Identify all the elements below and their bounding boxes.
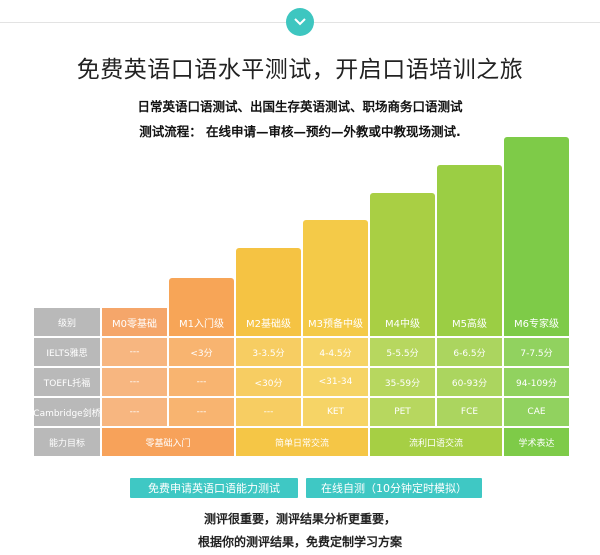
toefl-score: <31-34	[303, 368, 368, 396]
cambridge-level: CAE	[504, 398, 569, 426]
ielts-score: 5-5.5分	[370, 338, 435, 366]
row-label: 能力目标	[34, 428, 100, 456]
ielts-score: 6-6.5分	[437, 338, 502, 366]
online-self-test-button[interactable]: 在线自测（10分钟定时模拟）	[306, 478, 482, 498]
chevron-down-icon	[294, 18, 306, 26]
level-bar	[437, 165, 502, 308]
level-name: M2基础级	[236, 308, 301, 336]
level-name: M6专家级	[504, 308, 569, 336]
row-label: Cambridge剑桥	[33, 398, 101, 426]
toefl-score: ---	[102, 368, 167, 396]
page-headline: 免费英语口语水平测试，开启口语培训之旅	[76, 57, 524, 83]
footer-line-2: 根据你的测评结果，免费定制学习方案	[197, 535, 402, 549]
ability-goal: 简单日常交流	[236, 428, 368, 456]
level-bar	[370, 193, 435, 308]
toefl-score: 94-109分	[504, 368, 569, 396]
toefl-score: <30分	[236, 368, 301, 396]
ability-goal: 流利口语交流	[370, 428, 502, 456]
cambridge-level: ---	[102, 398, 167, 426]
row-label: TOEFL托福	[34, 368, 100, 396]
apply-test-button[interactable]: 免费申请英语口语能力测试	[130, 478, 298, 498]
toefl-score: 60-93分	[437, 368, 502, 396]
level-name: M0零基础	[102, 308, 167, 336]
scroll-down-button[interactable]	[286, 8, 314, 36]
row-label: IELTS雅思	[34, 338, 100, 366]
level-bar	[303, 220, 368, 308]
cambridge-level: ---	[169, 398, 234, 426]
ielts-score: 7-7.5分	[504, 338, 569, 366]
ielts-score: 4-4.5分	[303, 338, 368, 366]
test-types: 日常英语口语测试、出国生存英语测试、职场商务口语测试	[137, 99, 463, 114]
ability-goal: 零基础入门	[102, 428, 234, 456]
toefl-score: 35-59分	[370, 368, 435, 396]
ielts-score: ---	[102, 338, 167, 366]
level-name: M1入门级	[169, 308, 234, 336]
level-name: M5高级	[437, 308, 502, 336]
footer-line-1: 测评很重要，测评结果分析更重要，	[203, 512, 396, 526]
level-name: M4中级	[370, 308, 435, 336]
row-label: 级别	[34, 308, 100, 336]
ielts-score: 3-3.5分	[236, 338, 301, 366]
cambridge-level: PET	[370, 398, 435, 426]
level-bar	[169, 278, 234, 308]
cambridge-level: FCE	[437, 398, 502, 426]
toefl-score: ---	[169, 368, 234, 396]
ielts-score: <3分	[169, 338, 234, 366]
level-bar	[236, 248, 301, 308]
ability-goal: 学术表达	[504, 428, 569, 456]
cambridge-level: ---	[236, 398, 301, 426]
level-name: M3预备中级	[303, 308, 368, 336]
test-process: 测试流程： 在线申请—审核—预约—外教或中教现场测试.	[139, 124, 461, 139]
cambridge-level: KET	[303, 398, 368, 426]
level-bar	[504, 137, 569, 308]
